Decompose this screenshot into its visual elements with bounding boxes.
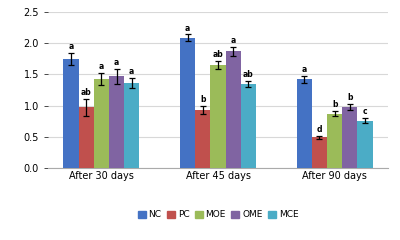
Bar (327, 114, 342, 168)
Bar (195, 110, 210, 168)
Bar (124, 83, 139, 168)
Text: ab: ab (213, 50, 223, 60)
Bar (109, 76, 124, 168)
Text: a: a (114, 58, 119, 67)
Text: a: a (230, 36, 236, 45)
Bar (64, 59, 79, 168)
Text: a: a (99, 62, 104, 71)
Bar (342, 107, 357, 168)
Text: b: b (347, 93, 352, 102)
Text: a: a (129, 67, 134, 76)
Bar (180, 38, 195, 168)
Bar (297, 79, 312, 168)
Text: ab: ab (81, 88, 92, 97)
Bar (312, 138, 327, 168)
Text: b: b (200, 95, 206, 104)
Text: c: c (363, 107, 367, 116)
Bar (210, 65, 226, 168)
Text: ab: ab (243, 70, 254, 79)
Bar (94, 79, 109, 168)
Text: d: d (317, 125, 322, 134)
Bar (357, 120, 372, 168)
Text: a: a (68, 42, 74, 51)
Bar (226, 51, 241, 168)
Text: a: a (185, 24, 190, 33)
Text: b: b (332, 100, 337, 109)
Bar (79, 108, 94, 168)
Bar (241, 84, 256, 168)
Legend: NC, PC, MOE, OME, MCE: NC, PC, MOE, OME, MCE (134, 207, 302, 223)
Text: a: a (302, 65, 307, 74)
